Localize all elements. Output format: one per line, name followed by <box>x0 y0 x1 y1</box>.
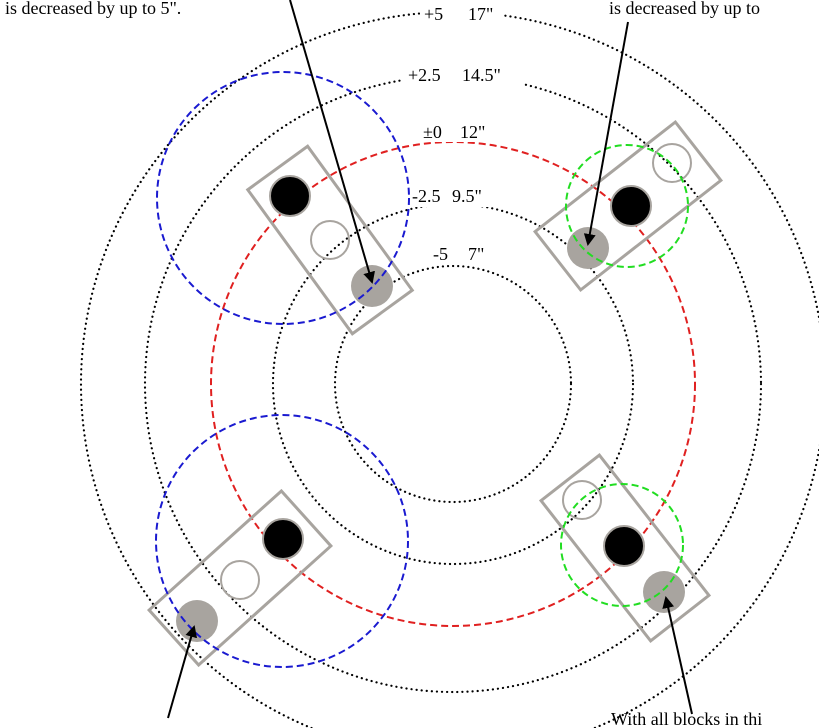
ring-minus-5 <box>333 264 573 504</box>
block-top-right <box>532 119 724 293</box>
ring-label-plus-2-5: +2.5 14.5" <box>403 64 523 86</box>
hole-empty <box>220 560 260 600</box>
arrow-bottom-left <box>167 625 198 719</box>
blue-circle <box>155 414 409 668</box>
block-outline <box>146 488 334 668</box>
ring-size-text: 7" <box>468 244 484 264</box>
hole-filled <box>610 185 652 227</box>
ring-label-minus-5: -5 7" <box>426 243 500 265</box>
caption-top-left: is decreased by up to 5". <box>5 0 181 18</box>
ring-offset-text: -2.5 <box>412 186 441 206</box>
hole-empty <box>652 143 692 183</box>
ring-label-minus-2-5: -2.5 9.5" <box>405 185 517 207</box>
blue-circle <box>156 71 410 325</box>
ring-size-text: 12" <box>460 122 485 142</box>
ring-size-text: 17" <box>468 4 493 24</box>
hole-empty <box>562 480 602 520</box>
hole-gray <box>176 600 218 642</box>
hole-filled <box>269 175 311 217</box>
ring-offset-text: +5 <box>424 4 443 24</box>
ring-label-plus-5: +5 17" <box>420 3 502 25</box>
block-top-left <box>156 71 415 336</box>
arrow-bottom-right <box>662 596 693 715</box>
block-bottom-left <box>146 414 409 668</box>
caption-bottom-right: With all blocks in thi <box>611 709 762 728</box>
arrow-top-left <box>289 0 375 284</box>
hole-gray <box>643 571 685 613</box>
ring-plus-2-5 <box>143 74 763 694</box>
ring-offset-text: +2.5 <box>408 65 441 85</box>
green-circle <box>560 483 684 607</box>
ring-offset-text: ±0 <box>423 122 442 142</box>
caption-top-right: is decreased by up to <box>609 0 760 18</box>
hole-empty <box>310 220 350 260</box>
ring-minus-2-5 <box>271 202 635 566</box>
ring-label-zero: ±0 12" <box>419 120 499 142</box>
block-outline <box>532 119 724 293</box>
hole-gray <box>567 227 609 269</box>
block-bottom-right <box>538 452 712 644</box>
green-circle <box>565 144 689 268</box>
ring-size-text: 9.5" <box>452 186 482 206</box>
block-outline <box>245 144 415 336</box>
arrow-top-right <box>583 21 629 246</box>
ring-size-text: 14.5" <box>462 65 501 85</box>
ring-plus-5 <box>80 11 819 728</box>
block-outline <box>538 452 712 644</box>
hole-filled <box>262 518 304 560</box>
ring-offset-text: -5 <box>433 244 448 264</box>
hole-filled <box>603 525 645 567</box>
